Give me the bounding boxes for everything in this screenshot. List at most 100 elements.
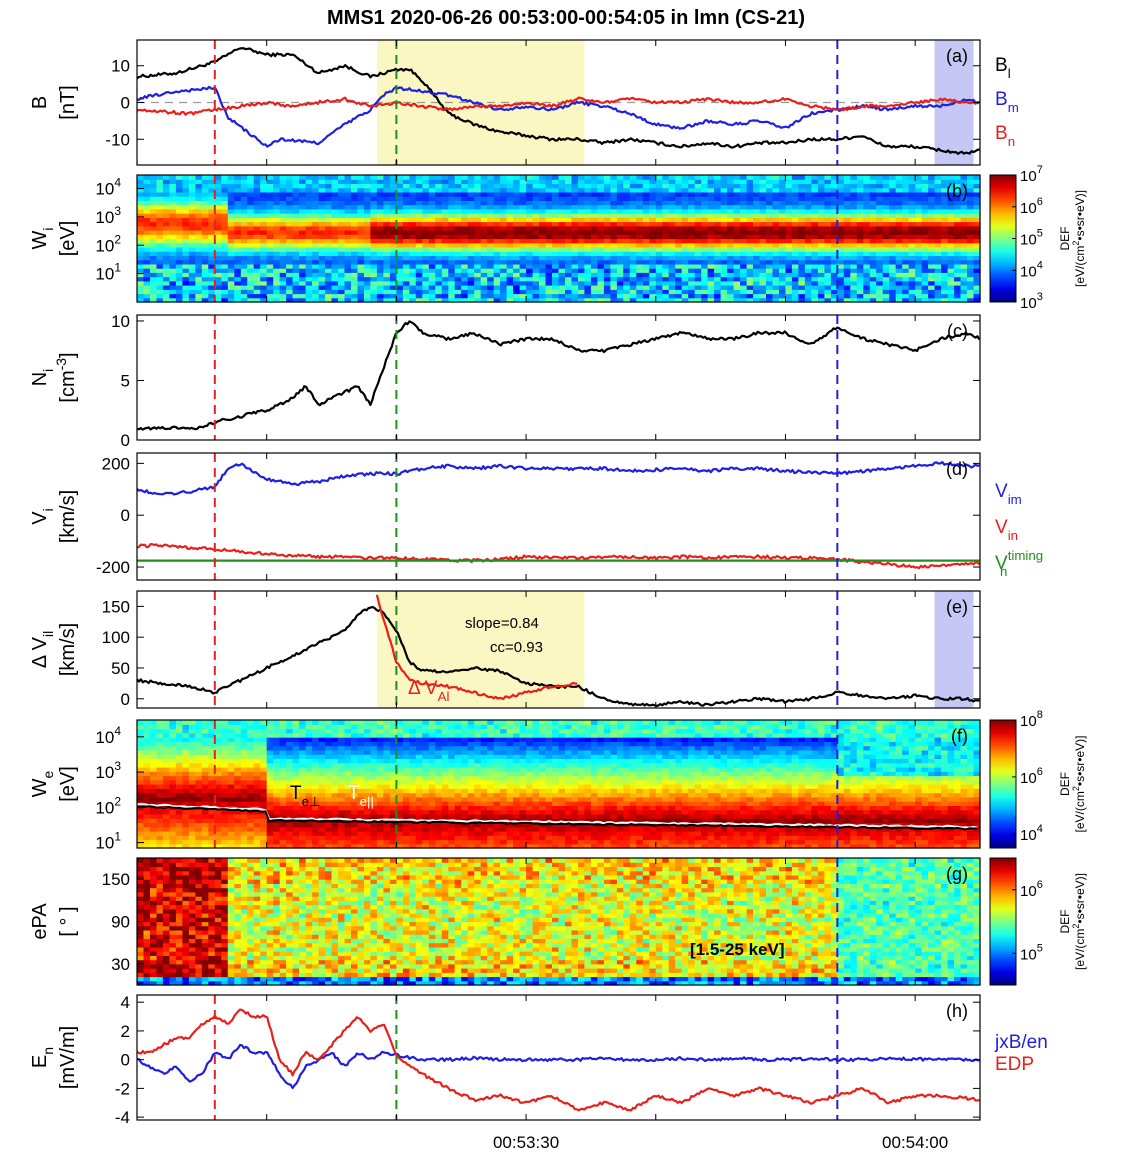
spectrogram-cell	[688, 208, 696, 214]
spectrogram-cell	[150, 234, 158, 240]
spectrogram-cell	[344, 280, 352, 286]
spectrogram-cell	[934, 251, 942, 256]
spectrogram-cell	[610, 179, 618, 184]
spectrogram-cell	[753, 251, 761, 256]
spectrogram-cell	[169, 204, 177, 210]
spectrogram-cell	[415, 255, 423, 261]
spectrogram-cell	[260, 272, 268, 278]
spectrogram-cell	[882, 217, 890, 223]
spectrogram-cell	[779, 259, 787, 265]
spectrogram-cell	[137, 175, 145, 180]
spectrogram-cell	[234, 297, 242, 303]
cb-tick-base: 10	[1020, 168, 1037, 185]
spectrogram-cell	[973, 225, 981, 231]
spectrogram-cell	[169, 217, 177, 223]
spectrogram-cell	[500, 225, 508, 231]
spectrogram-cell	[273, 805, 281, 811]
spectrogram-cell	[506, 297, 514, 303]
spectrogram-cell	[201, 230, 209, 235]
spectrogram-cell	[720, 204, 728, 210]
spectrogram-cell	[260, 234, 268, 240]
spectrogram-cell	[532, 242, 540, 248]
spectrogram-cell	[286, 259, 294, 265]
spectrogram-cell	[817, 268, 825, 273]
spectrogram-cell	[642, 238, 650, 244]
spectrogram-cell	[299, 737, 307, 742]
spectrogram-cell	[383, 280, 391, 286]
spectrogram-cell	[895, 213, 903, 218]
spectrogram-cell	[299, 225, 307, 231]
spectrogram-cell	[967, 293, 975, 299]
spectrogram-cell	[629, 297, 637, 303]
spectrogram-cell	[921, 247, 929, 252]
spectrogram-cell	[312, 724, 320, 730]
spectrogram-cell	[740, 213, 748, 218]
spectrogram-cell	[590, 191, 598, 197]
spectrogram-cell	[753, 276, 761, 282]
spectrogram-cell	[376, 276, 384, 282]
spectrogram-cell	[798, 183, 806, 189]
spectrogram-cell	[707, 196, 715, 201]
spectrogram-cell	[662, 251, 670, 256]
spectrogram-cell	[500, 230, 508, 235]
spectrogram-cell	[357, 196, 365, 201]
spectrogram-cell	[798, 289, 806, 295]
spectrogram-cell	[902, 263, 910, 269]
spectrogram-cell	[856, 175, 864, 180]
spectrogram-cell	[766, 242, 774, 248]
ylabel-unit: [cm-3]	[53, 352, 79, 402]
spectrogram-cell	[539, 297, 547, 303]
spectrogram-cell	[487, 238, 495, 244]
spectrogram-cell	[150, 255, 158, 261]
spectrogram-cell	[240, 196, 248, 201]
spectrogram-cell	[941, 280, 949, 286]
spectrogram-cell	[552, 276, 560, 282]
spectrogram-cell	[519, 187, 527, 193]
spectrogram-cell	[467, 268, 475, 273]
spectrogram-cell	[714, 289, 722, 295]
spectrogram-cell	[214, 255, 222, 261]
spectrogram-cell	[227, 809, 235, 815]
spectrogram-cell	[565, 297, 573, 303]
spectrogram-cell	[603, 259, 611, 265]
spectrogram-cell	[448, 234, 456, 240]
spectrogram-cell	[162, 242, 170, 248]
spectrogram-cell	[162, 259, 170, 265]
spectrogram-cell	[804, 272, 812, 278]
spectrogram-cell	[201, 801, 209, 806]
spectrogram-cell	[201, 749, 209, 755]
spectrogram-cell	[240, 801, 248, 806]
spectrogram-cell	[344, 175, 352, 180]
spectrogram-cell	[565, 175, 573, 180]
spectrogram-cell	[811, 187, 819, 193]
spectrogram-cell	[817, 263, 825, 269]
spectrogram-cell	[934, 276, 942, 282]
spectrogram-cell	[441, 255, 449, 261]
spectrogram-cell	[208, 720, 216, 725]
spectrogram-cell	[325, 263, 333, 269]
spectrogram-cell	[234, 809, 242, 815]
cb-tick-base: 10	[1020, 232, 1037, 249]
spectrogram-cell	[565, 200, 573, 206]
spectrogram-cell	[234, 792, 242, 798]
spectrogram-cell	[480, 285, 488, 290]
spectrogram-cell	[214, 217, 222, 223]
spectrogram-cell	[558, 208, 566, 214]
spectrogram-cell	[785, 247, 793, 252]
spectrogram-cell	[364, 255, 372, 261]
spectrogram-cell	[824, 255, 832, 261]
spectrogram-cell	[642, 242, 650, 248]
spectrogram-cell	[467, 285, 475, 290]
spectrogram-cell	[843, 238, 851, 244]
spectrogram-cell	[480, 175, 488, 180]
spectrogram-cell	[960, 175, 968, 180]
spectrogram-cell	[156, 796, 164, 802]
spectrogram-cell	[908, 255, 916, 261]
spectrogram-cell	[817, 179, 825, 184]
spectrogram-cell	[720, 234, 728, 240]
spectrogram-cell	[701, 230, 709, 235]
spectrogram-cell	[506, 221, 514, 227]
spectrogram-cell	[616, 213, 624, 218]
spectrogram-cell	[934, 242, 942, 248]
spectrogram-cell	[623, 225, 631, 231]
